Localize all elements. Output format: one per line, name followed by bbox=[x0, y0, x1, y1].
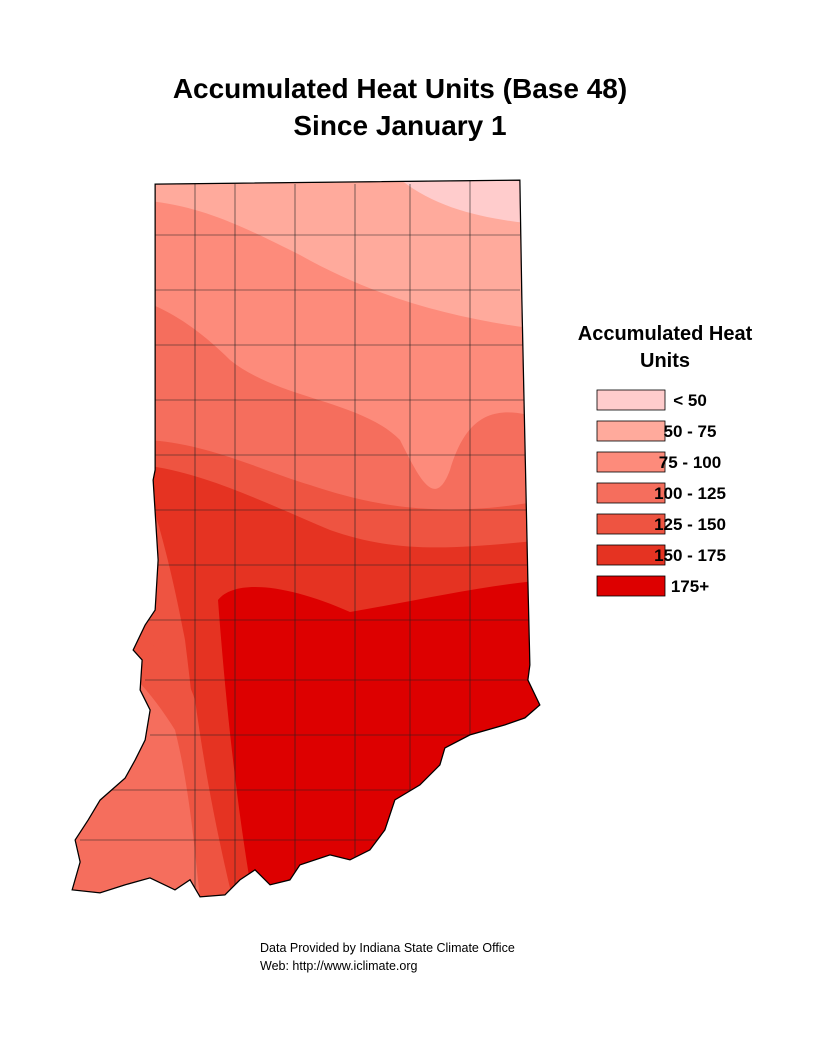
zone bbox=[218, 580, 540, 897]
title: Accumulated Heat Units (Base 48) bbox=[173, 73, 627, 104]
county-lines bbox=[80, 180, 530, 897]
legend-swatch bbox=[596, 544, 666, 566]
legend-swatch bbox=[596, 451, 666, 473]
legend-swatch bbox=[596, 575, 666, 597]
legend-label: 125 - 150 bbox=[654, 515, 726, 534]
legend-label: < 50 bbox=[673, 391, 707, 410]
legend-swatch bbox=[596, 482, 666, 504]
legend-label: 150 - 175 bbox=[654, 546, 726, 565]
legend-title: Accumulated Heat bbox=[578, 323, 753, 345]
legend: < 50 50 - 75 75 - 100 100 - 125 125 - 150 150… bbox=[596, 389, 726, 597]
legend-swatch bbox=[596, 513, 666, 535]
legend-label: 100 - 125 bbox=[654, 484, 726, 503]
footer: Web: http://www.iclimate.org bbox=[260, 959, 418, 973]
legend-label: 75 - 100 bbox=[659, 453, 721, 472]
legend-swatch bbox=[596, 389, 666, 411]
legend-label: 50 - 75 bbox=[664, 422, 717, 441]
title: Since January 1 bbox=[293, 110, 506, 141]
footer: Data Provided by Indiana State Climate O… bbox=[260, 941, 515, 955]
legend-title: Units bbox=[640, 350, 690, 372]
zone bbox=[390, 180, 540, 225]
state-map bbox=[72, 180, 540, 897]
legend-swatch bbox=[596, 420, 666, 442]
legend-label: 175+ bbox=[671, 577, 709, 596]
